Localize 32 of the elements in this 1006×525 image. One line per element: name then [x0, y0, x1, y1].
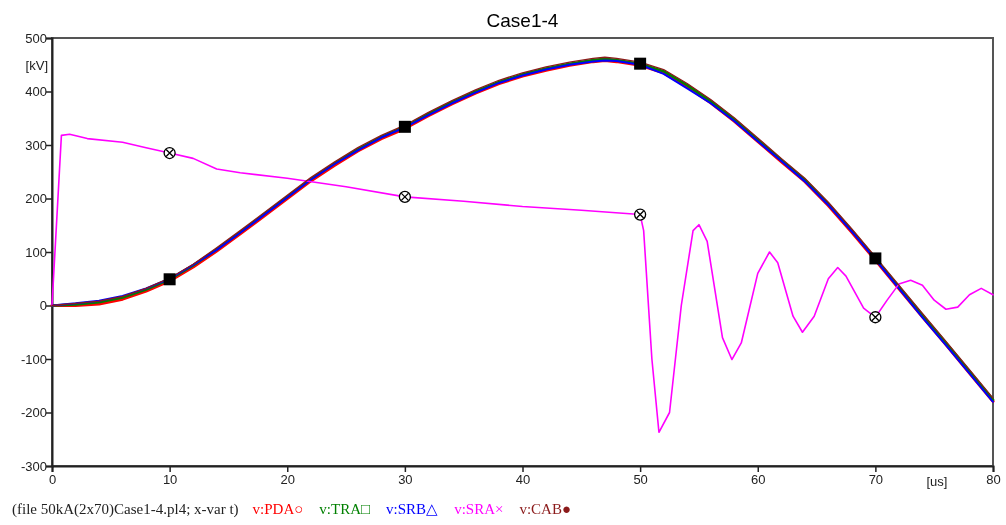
y-tick-label: -200	[20, 405, 47, 421]
text: v:SRB△	[386, 501, 439, 517]
line-series	[51, 133, 994, 434]
x-tick-label: 0	[48, 472, 57, 488]
x-tick-label: 60	[751, 472, 766, 488]
x-tick-label: 40	[515, 472, 531, 488]
text: v:TRA□	[319, 501, 371, 517]
x-tick-label: 80	[986, 472, 1001, 488]
point	[163, 273, 176, 286]
y-tick-label: 300	[25, 137, 47, 153]
x-tick-label: 50	[633, 472, 648, 488]
y-tick-label: 400	[25, 84, 47, 100]
y-axis-title: [kV]	[25, 58, 48, 73]
y-tick-label: 0	[39, 298, 47, 314]
x-tick-label: 70	[868, 472, 884, 488]
x-tick-label: 20	[280, 472, 295, 488]
chart-title: Case1-4	[486, 10, 559, 31]
y-tick-label: 200	[25, 191, 47, 207]
point	[869, 252, 882, 265]
x-tick-label: 30	[398, 472, 413, 488]
point	[398, 120, 411, 133]
text: v:SRA×	[454, 501, 504, 517]
text: (file 50kA(2x70)Case1-4.pl4; x-var t)	[12, 501, 239, 518]
y-tick-label: 100	[25, 244, 47, 260]
y-tick-label: 500	[25, 30, 47, 46]
text: v:CAB●	[519, 501, 572, 517]
text: v:PDA○	[252, 501, 304, 517]
x-tick-label: 10	[162, 472, 178, 488]
y-tick-label: -100	[20, 351, 47, 367]
point	[634, 57, 647, 70]
x-axis-title: [us]	[926, 474, 948, 489]
y-tick-label: -300	[20, 458, 47, 474]
